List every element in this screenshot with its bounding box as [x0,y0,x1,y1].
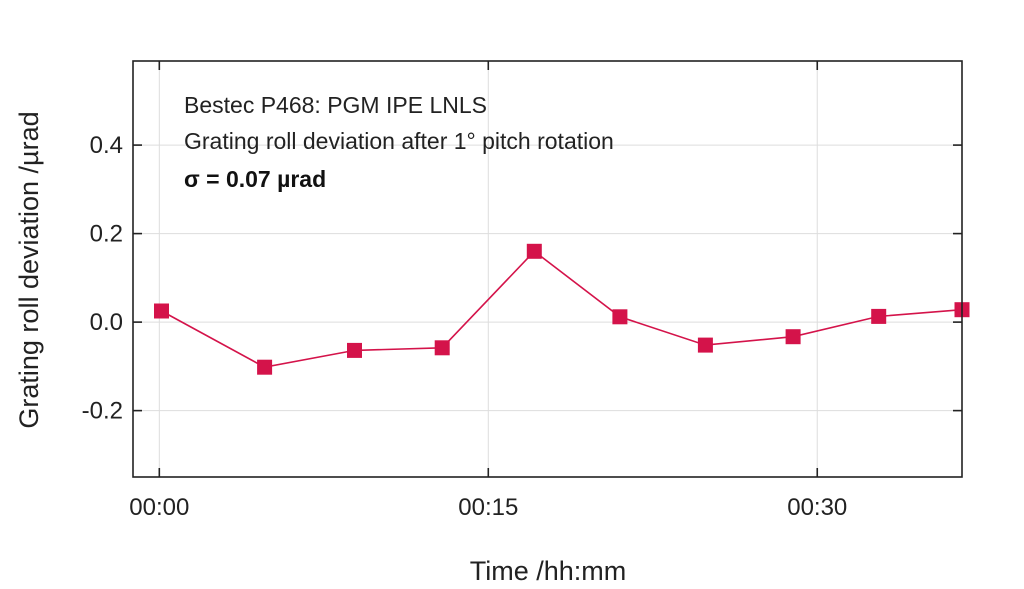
annotation-sigma: σ = 0.07 µrad [184,166,326,192]
y-axis-title: Grating roll deviation /µrad [14,111,44,428]
x-axis-title: Time /hh:mm [470,556,627,586]
data-point [154,303,169,319]
data-point [612,309,628,325]
y-tick-label: -0.2 [82,398,123,425]
y-tick-label: 0.0 [90,309,123,336]
data-point [697,337,713,353]
data-point [434,340,450,356]
data-point [257,359,273,375]
series-line [161,250,963,369]
tick-marks [133,61,962,477]
annotation-description: Grating roll deviation after 1° pitch ro… [184,128,614,154]
series-layer [154,243,970,375]
data-point [871,308,887,324]
y-tick-labels: 0.4 0.2 0.0 -0.2 [82,132,123,425]
data-point [347,342,362,358]
y-tick-label: 0.4 [90,132,123,159]
x-tick-label: 00:00 [129,494,189,521]
x-tick-label: 00:30 [787,494,847,521]
data-point [785,329,801,345]
data-point [526,243,542,259]
x-tick-label: 00:15 [458,494,518,521]
grid-lines [133,61,962,477]
plot-frame [132,60,963,478]
y-tick-label: 0.2 [90,221,123,248]
x-tick-labels: 00:00 00:15 00:30 [129,494,847,521]
annotation-instrument: Bestec P468: PGM IPE LNLS [184,92,487,118]
